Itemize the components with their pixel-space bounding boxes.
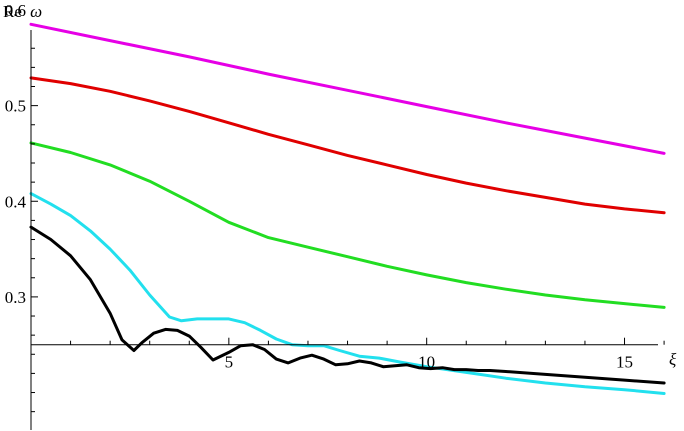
y-tick-label: 0.4	[5, 192, 27, 211]
y-tick-label: 0.6	[5, 1, 26, 20]
y-tick-label: 0.5	[5, 97, 26, 116]
x-axis-label: ξ	[669, 350, 677, 369]
series-line-3	[29, 141, 666, 309]
y-axis-label-variable: ω	[30, 2, 42, 21]
series-layer	[29, 22, 666, 395]
y-axis-label-prefix: Re	[3, 2, 22, 21]
y-tick-label: 0.3	[5, 288, 26, 307]
series-line-5	[29, 225, 666, 385]
series-line-4	[29, 192, 666, 395]
x-tick-label: 15	[616, 353, 633, 372]
series-line-2	[29, 76, 666, 215]
ticks-layer: 0.3 0.4 0.5 0.6 5 10 15	[5, 1, 665, 413]
y-axis-label: Re ω	[3, 2, 42, 21]
series-line-1	[29, 22, 666, 155]
x-tick-label: 10	[418, 353, 435, 372]
x-tick-label: 5	[225, 353, 234, 372]
